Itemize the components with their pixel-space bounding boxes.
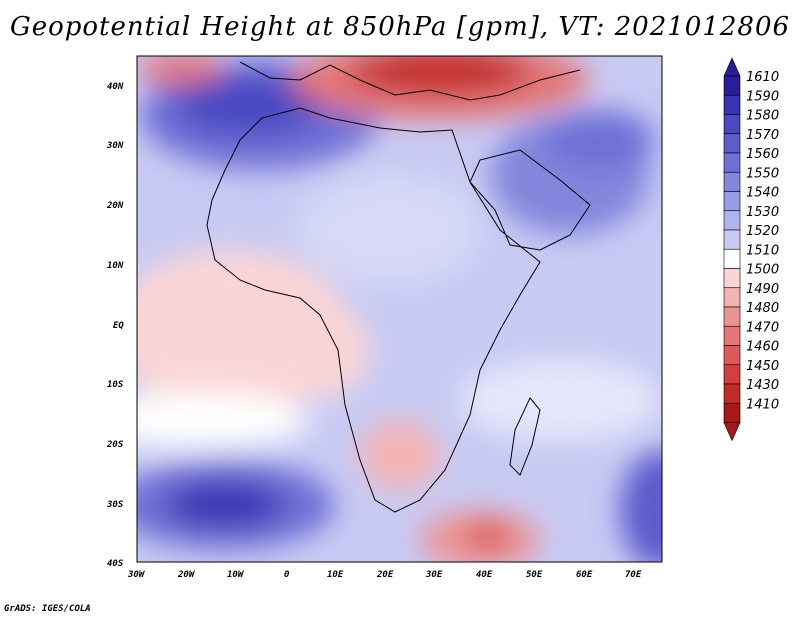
lat-tick-label: 20S	[106, 440, 124, 450]
lat-tick-label: 40S	[107, 559, 124, 569]
colorbar-label: 1410	[746, 397, 779, 412]
colorbar-swatch	[723, 287, 741, 308]
longitude-axis: 30W 20W 10W 0 10E 20E 30E 40E 50E 60E 70…	[127, 570, 642, 580]
colorbar-swatch	[723, 229, 741, 250]
lon-tick-label: 20E	[376, 570, 394, 580]
colorbar-label: 1500	[746, 263, 779, 278]
lat-tick-label: 40N	[107, 82, 124, 92]
colorbar-swatch	[723, 306, 741, 327]
colorbar-swatch	[723, 210, 741, 231]
lon-tick-label: 60E	[576, 570, 593, 580]
colorbar-label: 1580	[746, 109, 779, 124]
europe-coastline	[239, 61, 581, 101]
colorbar-label: 1540	[746, 186, 779, 201]
lat-tick-label: 10N	[107, 261, 124, 271]
colorbar-label: 1520	[746, 224, 779, 239]
colorbar-swatch	[723, 364, 741, 385]
colorbar-label: 1480	[746, 301, 779, 316]
lat-tick-label: 20N	[106, 201, 124, 211]
lon-tick-label: 30E	[425, 570, 443, 580]
colorbar-swatch	[723, 133, 741, 154]
colorbar-swatch	[723, 114, 741, 135]
lat-tick-label: EQ	[113, 321, 124, 331]
colorbar-swatch	[723, 325, 741, 346]
credit-text: GrADS: IGES/COLA	[4, 604, 91, 614]
colorbar-label: 1490	[746, 282, 779, 297]
colorbar-label: 1610	[746, 70, 779, 85]
madagascar-coastline	[509, 397, 541, 476]
colorbar-swatch	[723, 248, 741, 269]
colorbar-swatch	[723, 171, 741, 192]
colorbar-label: 1470	[746, 320, 779, 335]
chart-title: Geopotential Height at 850hPa [gpm], VT:…	[9, 12, 791, 42]
colorbar-label: 1430	[746, 378, 779, 393]
lat-tick-label: 10S	[107, 380, 124, 390]
colorbar: 1610 1590 1580 1570 1560 1550 1540 1530 1520 1510…	[723, 57, 779, 442]
colorbar-label: 1590	[746, 89, 779, 104]
lon-tick-label: 10E	[327, 570, 344, 580]
lon-tick-label: 20W	[177, 570, 196, 580]
colorbar-swatch	[723, 383, 741, 404]
colorbar-swatch	[723, 75, 741, 96]
colorbar-max-arrow	[723, 57, 741, 77]
lon-tick-label: 70E	[625, 570, 642, 580]
africa-coastline	[206, 107, 541, 513]
lon-tick-label: 0	[284, 570, 290, 580]
lat-tick-label: 30S	[106, 500, 124, 510]
lon-tick-label: 30W	[127, 570, 146, 580]
arabia-coastline	[469, 149, 591, 251]
colorbar-label: 1560	[746, 147, 779, 162]
lon-tick-label: 50E	[526, 570, 543, 580]
lon-tick-label: 10W	[227, 570, 245, 580]
plot-frame	[136, 55, 663, 563]
colorbar-swatch	[723, 402, 741, 423]
colorbar-swatch	[723, 268, 741, 289]
colorbar-label: 1530	[746, 205, 779, 220]
lon-tick-label: 40E	[476, 570, 493, 580]
colorbar-swatch	[723, 94, 741, 115]
colorbar-label: 1550	[746, 166, 779, 181]
latitude-axis: 40N 30N 20N 10N EQ 10S 20S 30S 40S	[106, 82, 124, 569]
colorbar-label: 1570	[746, 128, 779, 143]
colorbar-label: 1510	[746, 243, 779, 258]
colorbar-min-arrow	[723, 422, 741, 442]
colorbar-swatch	[723, 152, 741, 173]
colorbar-swatch	[723, 191, 741, 212]
lat-tick-label: 30N	[106, 141, 124, 151]
colorbar-label: 1450	[746, 359, 779, 374]
colorbar-label: 1460	[746, 340, 779, 355]
colorbar-swatch	[723, 345, 741, 366]
height-field	[137, 56, 662, 562]
